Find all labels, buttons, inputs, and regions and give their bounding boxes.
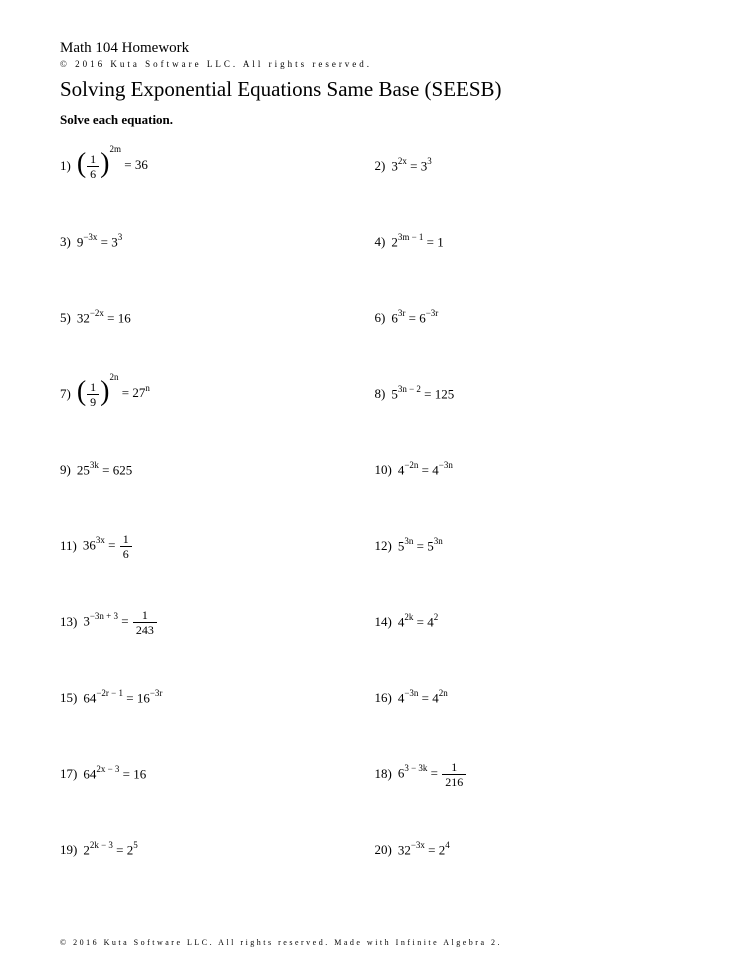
problem-7: 7) (19)2n = 27n — [60, 374, 355, 414]
equation: 4−2n = 4−3n — [398, 461, 453, 478]
problem-number: 11) — [60, 538, 77, 554]
problem-12: 12) 53n = 53n — [375, 526, 670, 566]
problem-number: 18) — [375, 766, 392, 782]
equation: 53n = 53n — [398, 537, 443, 554]
problem-10: 10) 4−2n = 4−3n — [375, 450, 670, 490]
problem-number: 2) — [375, 158, 386, 174]
problem-number: 4) — [375, 234, 386, 250]
equation: 642x − 3 = 16 — [83, 765, 146, 782]
problem-18: 18) 63 − 3k = 1216 — [375, 754, 670, 794]
equation: (16)2m = 36 — [77, 150, 148, 182]
equation: 32−2x = 16 — [77, 309, 131, 326]
worksheet-page: Math 104 Homework © 2016 Kuta Software L… — [0, 0, 729, 972]
equation: 64−2r − 1 = 16−3r — [83, 689, 162, 706]
equation: 9−3x = 33 — [77, 233, 122, 250]
problem-20: 20) 32−3x = 24 — [375, 830, 670, 870]
problem-number: 17) — [60, 766, 77, 782]
copyright-bottom: © 2016 Kuta Software LLC. All rights res… — [60, 938, 502, 947]
equation: 22k − 3 = 25 — [83, 841, 137, 858]
problem-number: 20) — [375, 842, 392, 858]
problem-4: 4) 23m − 1 = 1 — [375, 222, 670, 262]
equation: 53n − 2 = 125 — [391, 385, 454, 402]
problem-number: 12) — [375, 538, 392, 554]
problem-11: 11) 363x = 16 — [60, 526, 355, 566]
problem-number: 8) — [375, 386, 386, 402]
problem-number: 3) — [60, 234, 71, 250]
problem-number: 15) — [60, 690, 77, 706]
problem-number: 19) — [60, 842, 77, 858]
equation: 42k = 42 — [398, 613, 438, 630]
equation: 63 − 3k = 1216 — [398, 761, 467, 788]
problem-number: 1) — [60, 158, 71, 174]
problems-grid: 1) (16)2m = 36 2) 32x = 33 3) 9−3x = 33 … — [60, 146, 669, 870]
problem-5: 5) 32−2x = 16 — [60, 298, 355, 338]
page-title: Solving Exponential Equations Same Base … — [60, 77, 669, 102]
equation: 3−3n + 3 = 1243 — [83, 609, 158, 636]
equation: 32−3x = 24 — [398, 841, 450, 858]
problem-number: 9) — [60, 462, 71, 478]
problem-13: 13) 3−3n + 3 = 1243 — [60, 602, 355, 642]
problem-1: 1) (16)2m = 36 — [60, 146, 355, 186]
instruction: Solve each equation. — [60, 112, 669, 128]
problem-6: 6) 63r = 6−3r — [375, 298, 670, 338]
problem-number: 6) — [375, 310, 386, 326]
problem-9: 9) 253k = 625 — [60, 450, 355, 490]
equation: (19)2n = 27n — [77, 378, 150, 410]
problem-number: 5) — [60, 310, 71, 326]
equation: 32x = 33 — [391, 157, 431, 174]
copyright-top: © 2016 Kuta Software LLC. All rights res… — [60, 59, 669, 69]
equation: 363x = 16 — [83, 533, 133, 560]
problem-3: 3) 9−3x = 33 — [60, 222, 355, 262]
problem-2: 2) 32x = 33 — [375, 146, 670, 186]
problem-number: 13) — [60, 614, 77, 630]
problem-8: 8) 53n − 2 = 125 — [375, 374, 670, 414]
problem-number: 10) — [375, 462, 392, 478]
problem-15: 15) 64−2r − 1 = 16−3r — [60, 678, 355, 718]
course-header: Math 104 Homework — [60, 40, 669, 57]
equation: 63r = 6−3r — [391, 309, 438, 326]
problem-19: 19) 22k − 3 = 25 — [60, 830, 355, 870]
problem-16: 16) 4−3n = 42n — [375, 678, 670, 718]
problem-14: 14) 42k = 42 — [375, 602, 670, 642]
equation: 23m − 1 = 1 — [391, 233, 443, 250]
equation: 4−3n = 42n — [398, 689, 448, 706]
equation: 253k = 625 — [77, 461, 132, 478]
problem-17: 17) 642x − 3 = 16 — [60, 754, 355, 794]
problem-number: 14) — [375, 614, 392, 630]
problem-number: 7) — [60, 386, 71, 402]
problem-number: 16) — [375, 690, 392, 706]
